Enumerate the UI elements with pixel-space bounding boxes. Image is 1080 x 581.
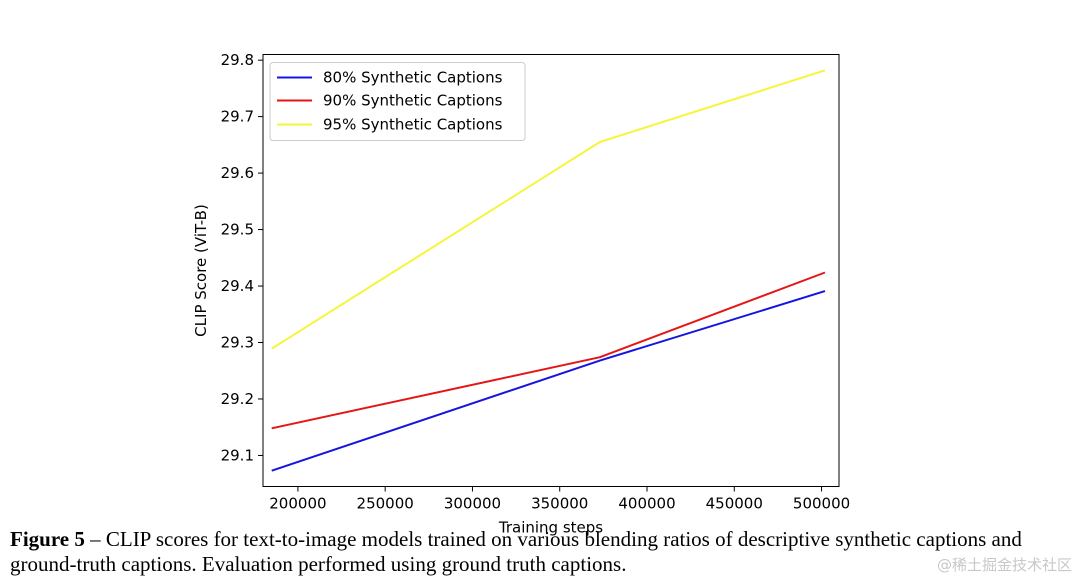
legend-label-80: 80% Synthetic Captions (323, 69, 503, 87)
y-axis-label: CLIP Score (ViT-B) (192, 204, 210, 337)
series-lines (271, 69, 826, 472)
y-tick-label: 29.4 (221, 277, 254, 295)
watermark: @稀土掘金技术社区 (936, 556, 1072, 574)
figure-label: Figure 5 (10, 527, 85, 551)
x-tick-label: 350000 (531, 495, 588, 513)
figure-caption: Figure 5 – CLIP scores for text-to-image… (10, 527, 1078, 577)
y-tick-label: 29.5 (221, 221, 254, 239)
y-tick-label: 29.3 (221, 334, 254, 352)
figure-caption-text: – CLIP scores for text-to-image models t… (10, 527, 1022, 576)
y-tick-label: 29.6 (221, 164, 254, 182)
series-line-90-percent (271, 271, 826, 430)
y-tick-label: 29.2 (221, 390, 254, 408)
x-tick-label: 450000 (706, 495, 763, 513)
y-tick-label: 29.1 (221, 446, 254, 464)
x-tick-label: 500000 (793, 495, 850, 513)
series-line-80-percent (271, 290, 826, 472)
legend-label-95: 95% Synthetic Captions (323, 116, 503, 134)
legend-box (269, 62, 526, 141)
x-tick-label: 200000 (269, 495, 326, 513)
y-tick-label: 29.7 (221, 108, 254, 126)
legend-label-90: 90% Synthetic Captions (323, 92, 503, 110)
legend: 80% Synthetic Captions 90% Synthetic Cap… (269, 62, 526, 141)
x-tick-label: 300000 (444, 495, 501, 513)
y-axis-ticks: 29.1 29.2 29.3 29.4 29.5 29.6 29.7 29.8 (221, 51, 263, 464)
x-tick-label: 400000 (618, 495, 675, 513)
y-tick-label: 29.8 (221, 51, 254, 69)
x-axis-label: Training steps (498, 519, 603, 537)
x-axis-ticks: 200000 250000 300000 350000 400000 450000 5000… (269, 486, 850, 513)
series-line-95-percent (271, 69, 826, 350)
x-tick-label: 250000 (357, 495, 414, 513)
